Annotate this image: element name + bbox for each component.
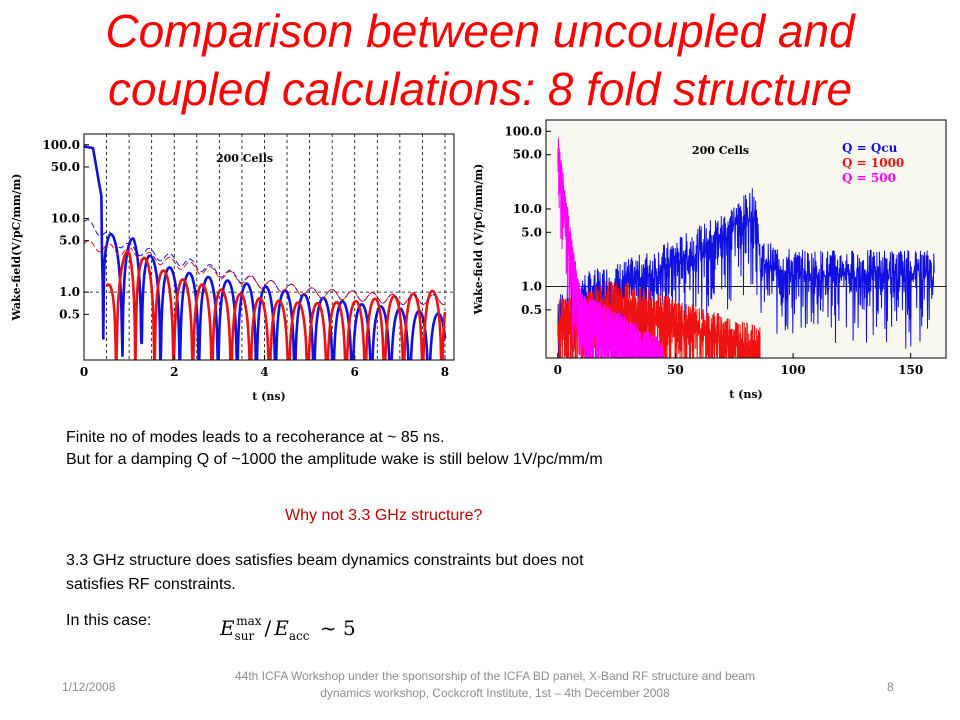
slide-title: Comparison between uncoupled and coupled…: [0, 2, 960, 118]
annotation-200-cells: 200 Cells: [216, 152, 273, 165]
formula-acc: acc: [288, 629, 310, 643]
formula-sur: sur: [234, 629, 255, 643]
wake-chart-coupled: 100.0 50.0 10.0 5.0 1.0 0.5 0 50 100 150 t (ns) Wak…: [472, 119, 947, 401]
legend-item: Q = 1000: [842, 156, 904, 170]
text-recoherance: Finite no of modes leads to a recoheranc…: [66, 429, 445, 446]
y-axis-label: Wake-field(V/pC/mm/m): [10, 174, 23, 322]
formula-approx: ~ 5: [319, 616, 356, 640]
legend-item: Q = 500: [842, 171, 896, 185]
y-tick-label: 50.0: [513, 148, 542, 162]
y-tick-label: 100.0: [504, 124, 542, 138]
legend-item: Q = Qcu: [842, 141, 898, 155]
series-line: [84, 145, 447, 360]
y-axis-label: Wake-field (V/pC/mm/m): [472, 164, 485, 316]
formula-max: max: [236, 614, 262, 628]
y-tick-label: 5.0: [521, 225, 542, 239]
page-number: 8: [887, 680, 894, 694]
series-line: [557, 137, 664, 358]
series-group: [84, 145, 447, 360]
y-tick-label: 50.0: [51, 160, 80, 174]
text-rf-constraints: satisfies RF constraints.: [66, 576, 236, 593]
plot-frame: [83, 133, 455, 361]
x-tick-label: 2: [170, 365, 178, 379]
x-tick-label: 100: [781, 363, 806, 377]
series-line: [105, 250, 447, 360]
text-damping: But for a damping Q of ~1000 the amplitu…: [66, 451, 603, 468]
x-axis-label: t (ns): [729, 388, 763, 401]
x-tick-label: 6: [351, 365, 359, 379]
series-group: [557, 137, 935, 358]
y-tick-label: 10.0: [51, 211, 80, 225]
x-axis-label: t (ns): [252, 390, 286, 403]
y-tick-label: 5.0: [59, 234, 80, 248]
y-tick-label: 100.0: [42, 138, 80, 152]
series-line: [84, 239, 446, 306]
text-in-this-case: In this case:: [66, 612, 152, 629]
footer-line-2: dynamics workshop, Cockcroft Institute, …: [320, 686, 670, 700]
formula-e2: E: [274, 616, 289, 640]
footer-date: 1/12/2008: [62, 680, 116, 694]
formula-esur-eacc: Esurmax / Eacc ~ 5: [220, 614, 356, 643]
question-text: Why not 3.3 GHz structure?: [285, 507, 483, 524]
plot-frame: [545, 119, 947, 359]
x-tick-label: 0: [554, 363, 562, 377]
x-tick-label: 150: [898, 363, 923, 377]
y-tick-label: 0.5: [59, 307, 80, 321]
y-tick-label: 1.0: [59, 285, 80, 299]
title-line-1: Comparison between uncoupled and: [105, 5, 855, 57]
x-tick-label: 4: [260, 365, 268, 379]
footer-line-1: 44th ICFA Workshop under the sponsorship…: [234, 669, 756, 683]
formula-slash: /: [264, 616, 272, 640]
title-line-2: coupled calculations: 8 fold structure: [107, 63, 853, 115]
formula-e1: E: [220, 616, 235, 640]
footer-workshop: 44th ICFA Workshop under the sponsorship…: [170, 668, 820, 702]
y-tick-label: 10.0: [513, 202, 542, 216]
wake-chart-uncoupled: 100.0 50.0 10.0 5.0 1.0 0.5 0 2 4 6 8 t (ns) Wake-fi…: [10, 133, 455, 403]
y-tick-label: 1.0: [521, 280, 542, 294]
y-tick-label: 0.5: [521, 303, 542, 317]
text-3-3ghz: 3.3 GHz structure does satisfies beam dy…: [66, 552, 584, 569]
x-tick-label: 0: [80, 365, 88, 379]
annotation-200-cells: 200 Cells: [692, 144, 749, 157]
x-tick-label: 8: [441, 365, 449, 379]
x-tick-label: 50: [667, 363, 684, 377]
